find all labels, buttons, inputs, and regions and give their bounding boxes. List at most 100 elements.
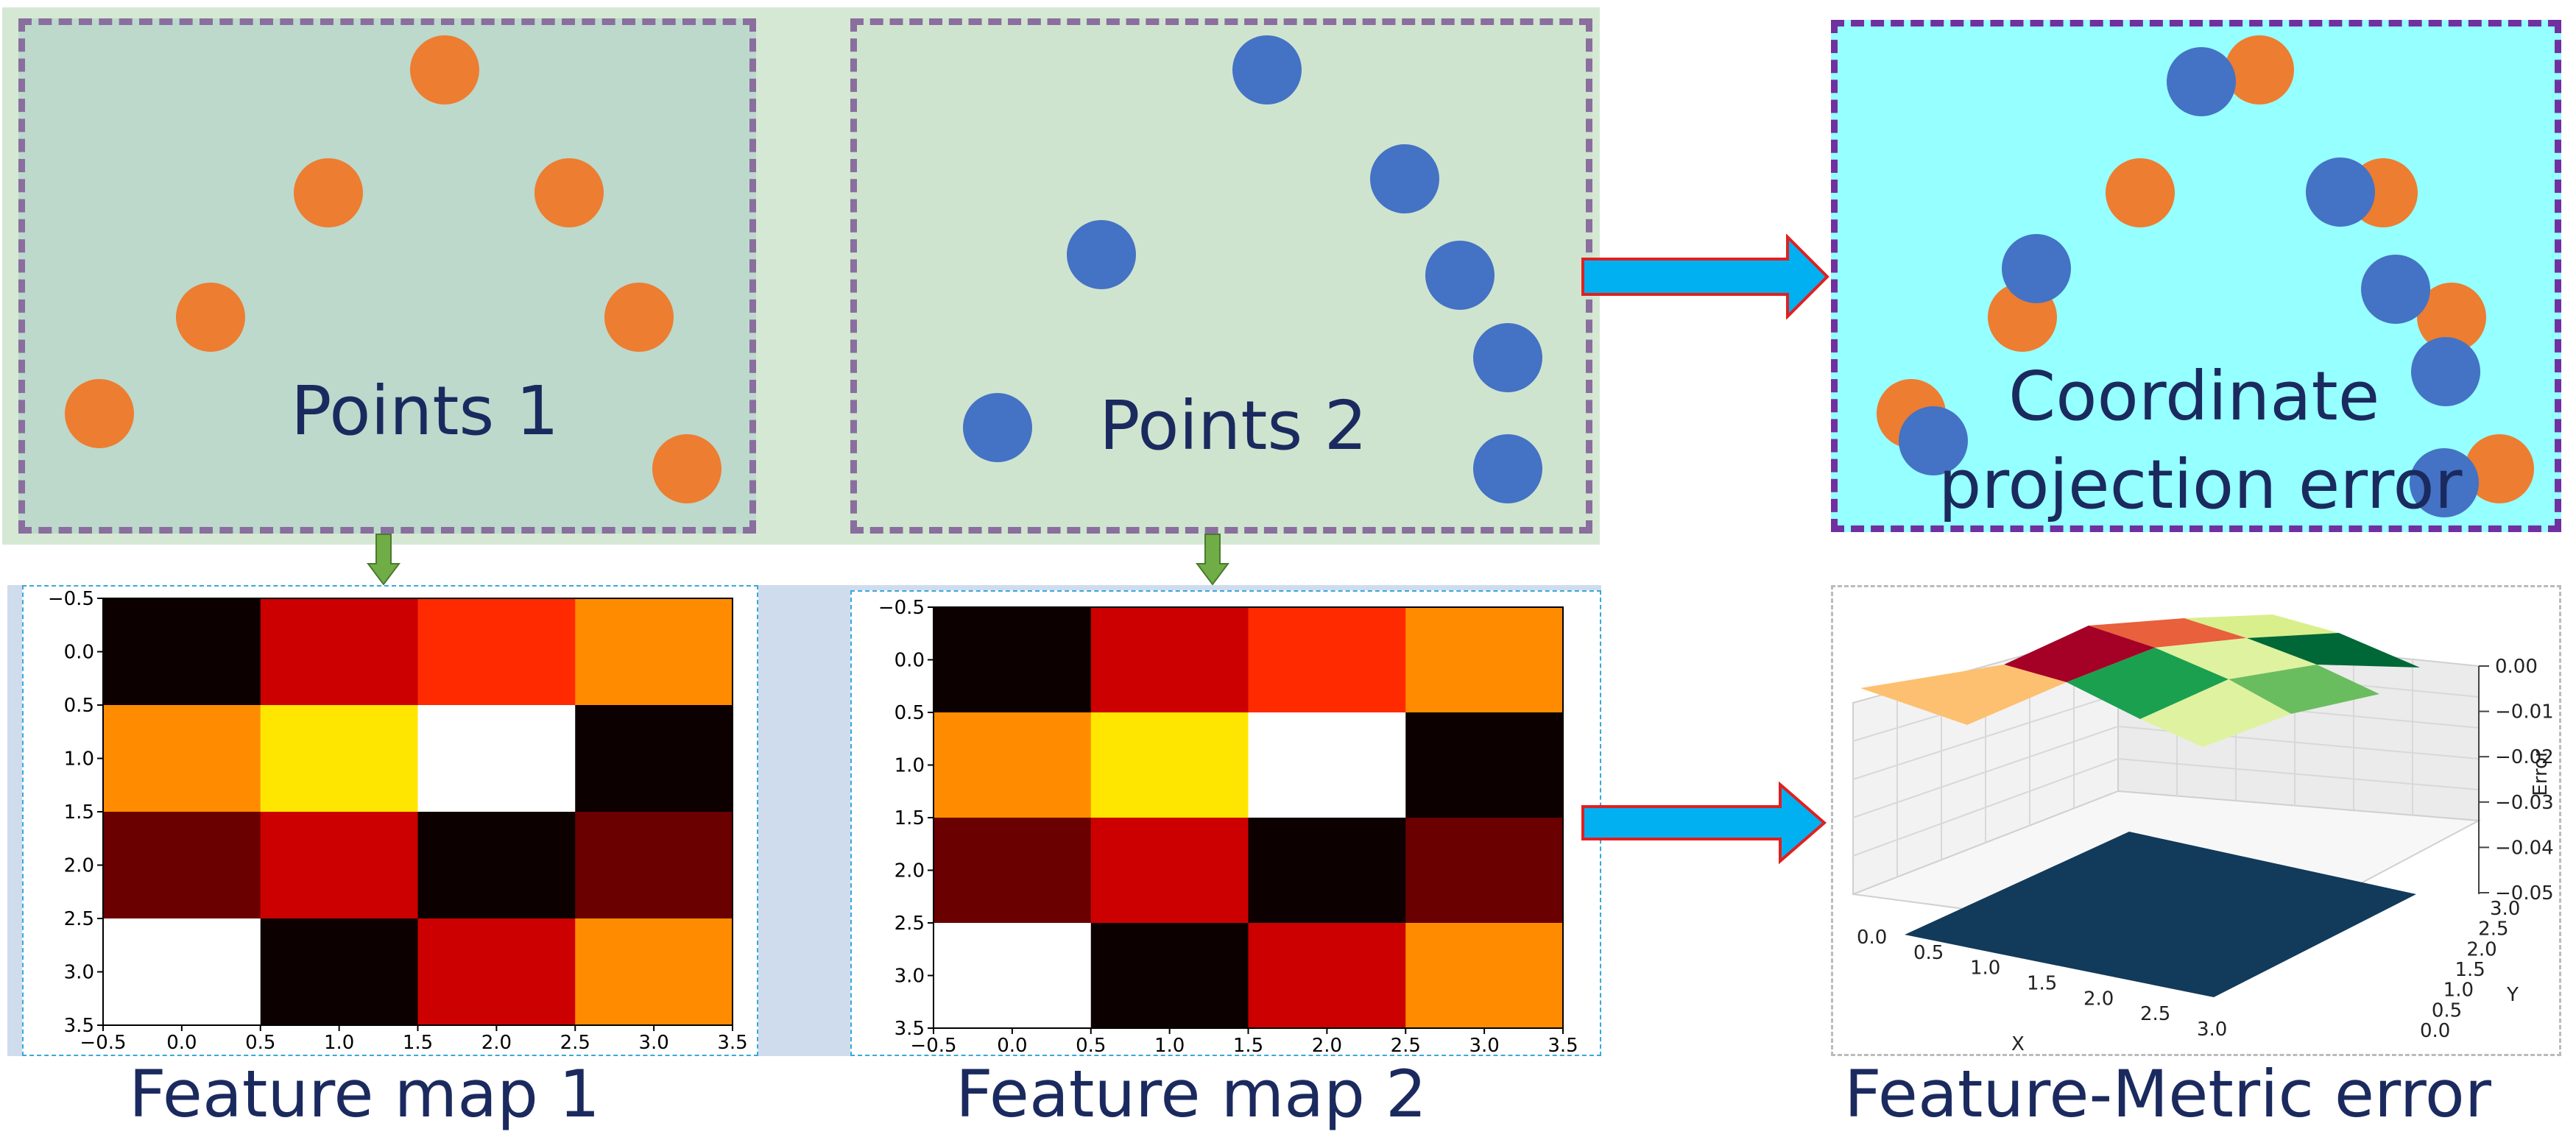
x-tick-label: 1.0: [1970, 957, 2000, 980]
heatmap-x-tick-label: 0.5: [1076, 1035, 1106, 1056]
heatmap-x-tick-label: 1.0: [324, 1032, 354, 1054]
x-tick-label: 2.5: [2140, 1003, 2170, 1025]
heatmap-cell: [1248, 712, 1406, 818]
heatmap-cell: [1405, 923, 1564, 1029]
down-arrow-icon: [367, 534, 400, 586]
y-tick-label: 2.0: [2466, 938, 2496, 960]
right-arrow-icon: [1581, 781, 1827, 865]
points2-point: [2002, 234, 2071, 303]
heatmap-cell: [260, 598, 418, 706]
y-tick-label: 1.0: [2443, 980, 2474, 1002]
heatmap-cell: [1248, 923, 1406, 1029]
surface-cell: [2247, 633, 2420, 668]
heatmap-cell: [1248, 818, 1406, 924]
heatmap-cell: [575, 705, 733, 812]
down-arrow-icon: [1196, 534, 1229, 586]
heatmap-x-tick-label: 3.0: [1469, 1035, 1499, 1056]
heatmap-y-tick-label: 1.0: [64, 748, 94, 771]
points1-label: Points 1: [291, 372, 560, 450]
surface-bottom: [1905, 832, 2416, 997]
heatmap-y-tick-label: 3.0: [894, 966, 925, 988]
heatmap-y-tick-label: 1.0: [894, 755, 925, 777]
points2-label: Points 2: [1099, 386, 1368, 465]
points1-point: [410, 35, 479, 105]
heatmap-x-tick-label: 3.0: [638, 1032, 668, 1054]
points1-point: [652, 434, 721, 503]
heatmap-cell: [260, 918, 418, 1026]
projection-error-label-line2: projection error: [1938, 445, 2463, 524]
surface-cell: [2184, 615, 2339, 638]
feature-map2-heatmap: −0.5 0.0 0.5 1.0 1.5 2.0 2.5 3.0 3.5−0.50.00.51.…: [878, 597, 1578, 1056]
heatmap-cell: [103, 705, 261, 812]
heatmap-cell: [575, 812, 733, 919]
heatmap-cell: [1090, 818, 1249, 924]
heatmap-y-tick-label: 2.0: [64, 855, 94, 877]
heatmap-x-tick-label: 3.5: [1548, 1035, 1578, 1056]
points2-point: [1899, 406, 1968, 475]
surface-cell: [2155, 638, 2317, 679]
heatmap-x-tick-label: 2.5: [560, 1032, 590, 1054]
heatmap-x-tick-label: 3.5: [717, 1032, 747, 1054]
heatmap-cell: [417, 598, 576, 706]
points1-point: [2106, 158, 2175, 227]
points2-point: [963, 393, 1032, 462]
heatmap-x-tick-label: 1.5: [403, 1032, 433, 1054]
heatmap-x-tick-label: 0.0: [997, 1035, 1027, 1056]
heatmap-cell: [103, 918, 261, 1026]
z-tick-label: −0.02: [2495, 746, 2554, 768]
heatmap-x-tick-label: 0.5: [245, 1032, 275, 1054]
projection-error-dashed-frame: [1831, 20, 2561, 532]
x-tick-label: 1.5: [2027, 973, 2057, 995]
points2-point: [2167, 47, 2236, 116]
feature-map1-heatmap: −0.5 0.0 0.5 1.0 1.5 2.0 2.5 3.0 3.5−0.50.00.51.…: [48, 588, 748, 1054]
points1-panel: [18, 18, 756, 534]
points1-point: [534, 158, 604, 227]
surface-cell: [2067, 648, 2229, 719]
surface-cell: [2004, 626, 2155, 682]
heatmap-y-tick-label: 0.0: [894, 650, 925, 672]
points2-point: [1370, 144, 1439, 213]
z-tick-label: −0.04: [2495, 837, 2554, 859]
heatmap-x-tick-label: −0.5: [80, 1032, 126, 1054]
heatmap-x-tick-label: 0.0: [166, 1032, 197, 1054]
heatmap-cell: [575, 598, 733, 706]
heatmap-cell: [417, 918, 576, 1026]
heatmap-cell: [1090, 712, 1249, 818]
heatmap-cell: [934, 712, 1092, 818]
z-tick-label: −0.05: [2495, 882, 2554, 904]
surface-cell: [2089, 618, 2247, 648]
y-tick-label: 0.5: [2432, 999, 2462, 1022]
surface-cell: [2140, 679, 2291, 747]
heatmap-cell: [260, 812, 418, 919]
heatmap-y-tick-label: 1.5: [894, 807, 925, 829]
heatmap-cell: [934, 818, 1092, 924]
heatmap-y-tick-label: 2.0: [894, 860, 925, 882]
x-tick-label: 3.0: [2197, 1019, 2227, 1041]
heatmap-y-tick-label: −0.5: [878, 597, 925, 619]
heatmap-y-tick-label: −0.5: [48, 588, 94, 610]
points1-point: [65, 379, 134, 448]
right-arrow-icon: [1581, 234, 1829, 319]
points2-point: [1473, 323, 1542, 392]
heatmap-cell: [417, 705, 576, 812]
points2-point: [1232, 35, 1302, 105]
points2-point: [2361, 255, 2430, 324]
heatmap-cell: [575, 918, 733, 1026]
heatmap-cell: [1090, 923, 1249, 1029]
heatmap-cell: [934, 923, 1092, 1029]
points2-point: [2306, 157, 2375, 227]
y-tick-label: 0.0: [2420, 1020, 2450, 1042]
caption-feature-map1: Feature map 1: [129, 1056, 600, 1132]
points2-point: [1425, 241, 1495, 310]
heatmap-cell: [103, 598, 261, 706]
points2-point: [2410, 448, 2479, 517]
heatmap-cell: [260, 705, 418, 812]
projection-error-label-line1: Coordinate: [2008, 357, 2380, 436]
heatmap-cell: [1405, 712, 1564, 818]
points2-point: [2411, 337, 2480, 406]
heatmap-y-tick-label: 3.0: [64, 962, 94, 984]
heatmap-y-tick-label: 1.5: [64, 801, 94, 824]
heatmap-x-tick-label: 1.5: [1233, 1035, 1263, 1056]
heatmap-y-tick-label: 3.5: [64, 1015, 94, 1037]
heatmap-y-tick-label: 2.5: [894, 913, 925, 935]
